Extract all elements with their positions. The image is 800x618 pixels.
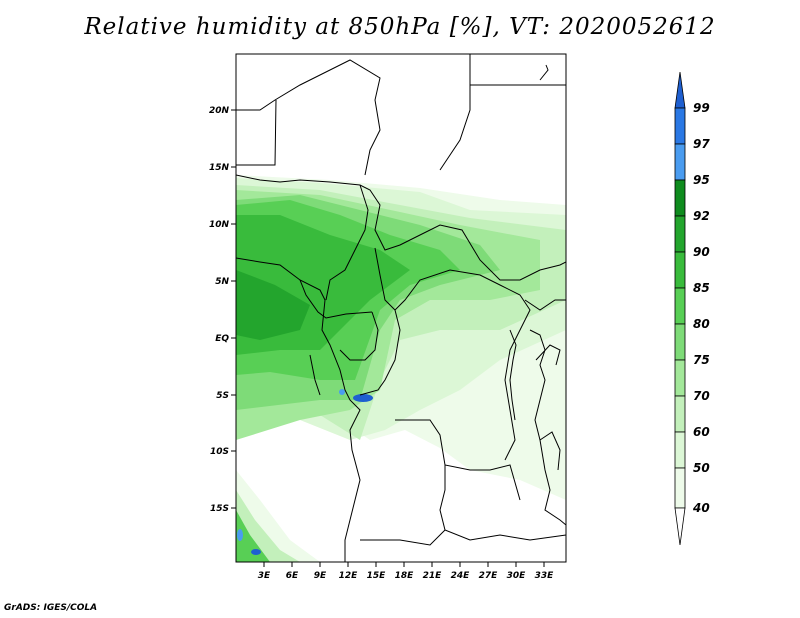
lon-label: 21E <box>423 571 443 581</box>
colorbar-label: 75 <box>693 353 710 367</box>
rh-95-97-a <box>339 389 345 395</box>
rh-sw-coast-80 <box>236 510 270 562</box>
colorbar <box>674 71 686 546</box>
map-panel: 20N 15N 10N 5N EQ 5S 10S 15S 3E 6E 9E 12… <box>209 53 710 581</box>
rh-95-97-b <box>237 529 243 541</box>
colorbar-labels: 99 97 95 92 90 85 80 75 70 60 50 40 <box>692 101 710 515</box>
colorbar-segment-60-70 <box>674 395 686 433</box>
lon-label: 15E <box>367 571 387 581</box>
colorbar-segment-40-50 <box>674 467 686 509</box>
colorbar-segment-below-40 <box>674 507 686 546</box>
colorbar-label: 70 <box>693 389 710 403</box>
colorbar-segment-92-95 <box>674 179 686 217</box>
colorbar-segment-50-60 <box>674 431 686 469</box>
colorbar-segment-95-97 <box>674 143 686 181</box>
lon-label: 6E <box>286 571 299 581</box>
lat-label: 10S <box>210 447 229 457</box>
colorbar-label: 95 <box>693 173 710 187</box>
colorbar-label: 85 <box>693 281 710 295</box>
colorbar-segment-97-99 <box>674 107 686 145</box>
lon-label: 30E <box>507 571 527 581</box>
lon-labels: 3E 6E 9E 12E 15E 18E 21E 24E 27E 30E 33E <box>258 571 554 581</box>
colorbar-segment-above-99 <box>674 71 686 109</box>
colorbar-label: 97 <box>693 137 710 151</box>
lon-label: 33E <box>535 571 555 581</box>
lat-label: 5N <box>215 277 229 287</box>
map-frame <box>235 53 567 563</box>
lon-label: 27E <box>479 571 499 581</box>
lat-ticks <box>231 109 236 509</box>
rh-90-92 <box>236 270 310 340</box>
lat-label: 15S <box>210 504 229 514</box>
rh-above-99-a <box>353 394 373 402</box>
lon-ticks <box>263 562 545 567</box>
colorbar-segment-90-92 <box>674 215 686 253</box>
lon-label: 12E <box>339 571 359 581</box>
colorbar-label: 90 <box>693 245 710 259</box>
colorbar-label: 50 <box>693 461 710 475</box>
colorbar-segment-70-75 <box>674 359 686 397</box>
colorbar-label: 92 <box>693 209 710 223</box>
colorbar-segment-85-90 <box>674 251 686 289</box>
colorbar-label: 40 <box>692 501 710 515</box>
lon-label: 3E <box>258 571 271 581</box>
rh-above-99-b <box>251 549 261 555</box>
lon-label: 24E <box>451 571 471 581</box>
country-borders <box>236 54 566 562</box>
lon-label: 18E <box>395 571 415 581</box>
lat-label: 20N <box>209 106 230 116</box>
lat-label: 10N <box>209 220 230 230</box>
lat-label: 5S <box>216 391 229 401</box>
grads-credit: GrADS: IGES/COLA <box>4 603 98 613</box>
lon-label: 9E <box>314 571 327 581</box>
colorbar-label: 99 <box>693 101 710 115</box>
humidity-field <box>236 175 566 562</box>
lat-label: 15N <box>209 163 230 173</box>
lat-labels: 20N 15N 10N 5N EQ 5S 10S 15S <box>209 106 230 514</box>
colorbar-label: 60 <box>693 425 710 439</box>
lat-label: EQ <box>215 334 229 344</box>
map-title: Relative humidity at 850hPa [%], VT: 202… <box>84 14 716 40</box>
colorbar-segment-75-80 <box>674 323 686 361</box>
colorbar-label: 80 <box>693 317 710 331</box>
colorbar-segment-80-85 <box>674 287 686 325</box>
